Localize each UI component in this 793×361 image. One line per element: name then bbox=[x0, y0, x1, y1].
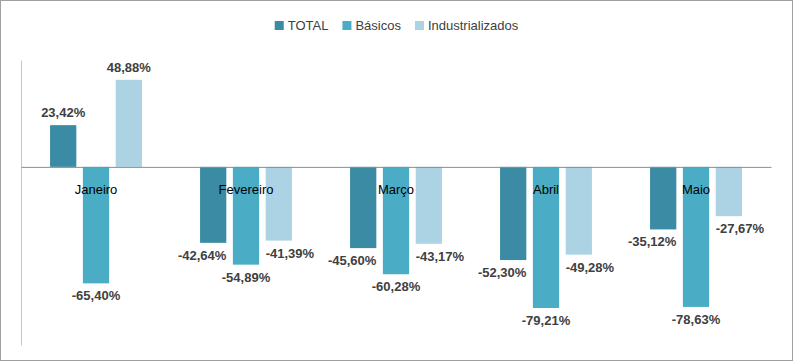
data-label: -45,60% bbox=[328, 253, 377, 268]
data-label: -41,39% bbox=[266, 246, 315, 261]
bar bbox=[683, 167, 709, 307]
x-axis: Janeiro Fevereiro Março Abril Maio bbox=[22, 167, 772, 197]
bar bbox=[350, 167, 376, 248]
bar bbox=[200, 167, 226, 243]
legend-swatch bbox=[342, 21, 351, 30]
bar bbox=[716, 167, 742, 216]
x-tick-label: Março bbox=[378, 182, 414, 197]
x-tick-label: Fevereiro bbox=[219, 182, 274, 197]
x-tick: Maio bbox=[682, 182, 710, 197]
data-label: -78,63% bbox=[672, 312, 721, 327]
x-tick: Janeiro bbox=[75, 182, 118, 197]
x-tick: Fevereiro bbox=[219, 182, 274, 197]
data-label: -27,67% bbox=[716, 221, 765, 236]
legend-label: TOTAL bbox=[288, 18, 329, 33]
y-axis bbox=[21, 61, 22, 346]
bar bbox=[416, 167, 442, 244]
x-tick: Abril bbox=[533, 182, 559, 197]
bar bbox=[566, 167, 592, 255]
legend-label: Industrializados bbox=[428, 18, 519, 33]
bar bbox=[650, 167, 676, 230]
legend-item: TOTAL bbox=[275, 18, 329, 33]
bars bbox=[50, 80, 742, 308]
x-tick-label: Janeiro bbox=[75, 182, 118, 197]
legend-item: Industrializados bbox=[415, 18, 519, 33]
data-label: -52,30% bbox=[478, 265, 527, 280]
x-tick-label: Abril bbox=[533, 182, 559, 197]
bar bbox=[533, 167, 559, 308]
zero-line bbox=[22, 167, 772, 168]
data-label: 48,88% bbox=[107, 60, 152, 75]
bar bbox=[500, 167, 526, 260]
y-axis-line bbox=[21, 61, 22, 346]
chart: Janeiro Fevereiro Março Abril Maio 23,42% -42,… bbox=[0, 0, 793, 361]
bar bbox=[266, 167, 292, 241]
legend-swatch bbox=[275, 21, 284, 30]
bar-series bbox=[83, 167, 709, 308]
legend-item: Básicos bbox=[342, 18, 401, 33]
data-label: -79,21% bbox=[522, 313, 571, 328]
data-label: -42,64% bbox=[178, 248, 227, 263]
legend-swatch bbox=[415, 21, 424, 30]
bar bbox=[116, 80, 142, 167]
data-label: -65,40% bbox=[72, 288, 121, 303]
data-label: -43,17% bbox=[416, 249, 465, 264]
legend: TOTAL Básicos Industrializados bbox=[275, 18, 519, 33]
data-labels: 23,42% -42,64% -45,60% -52,30% -35,12% -65,40… bbox=[41, 60, 764, 328]
bar bbox=[50, 125, 76, 167]
bar-series bbox=[50, 125, 676, 260]
data-label: -60,28% bbox=[372, 279, 421, 294]
legend-label: Básicos bbox=[355, 18, 401, 33]
data-label: -49,28% bbox=[566, 260, 615, 275]
frame bbox=[1, 1, 793, 361]
data-label: -54,89% bbox=[222, 270, 271, 285]
x-tick-label: Maio bbox=[682, 182, 710, 197]
data-label: -35,12% bbox=[628, 234, 677, 249]
data-label: 23,42% bbox=[41, 105, 86, 120]
x-tick: Março bbox=[378, 182, 414, 197]
